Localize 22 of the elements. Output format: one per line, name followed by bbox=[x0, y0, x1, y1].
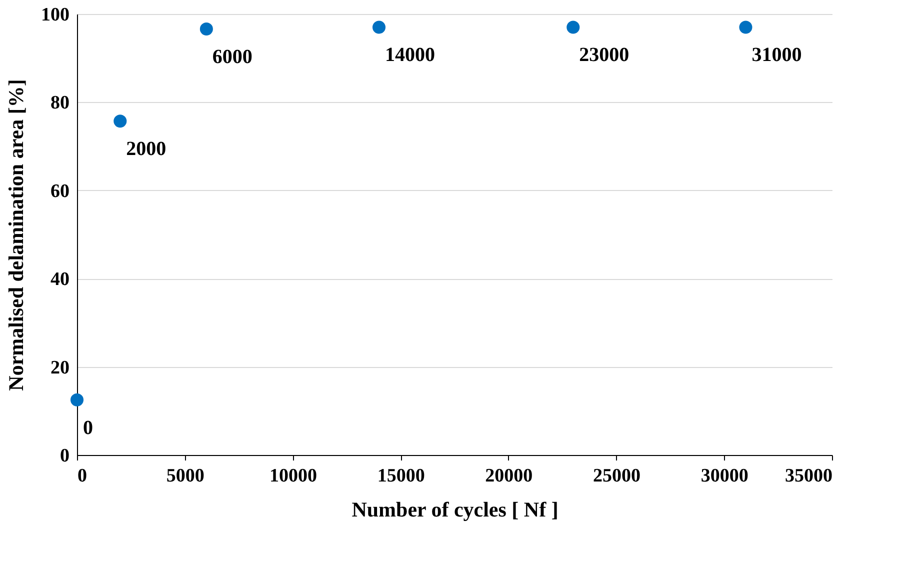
x-axis-title: Number of cycles [ Nf ] bbox=[352, 498, 558, 522]
annotation: 2000 bbox=[126, 138, 166, 160]
y-tick-label: 0 bbox=[60, 446, 70, 466]
annotation: 6000 bbox=[212, 46, 252, 68]
y-tick-label: 100 bbox=[41, 4, 70, 26]
x-tick-label: 0 bbox=[78, 466, 87, 486]
y-tick-label: 40 bbox=[50, 269, 70, 290]
x-tick-label: 25000 bbox=[593, 466, 641, 486]
y-tick-label: 80 bbox=[50, 92, 70, 114]
x-tick-label: 30000 bbox=[700, 466, 748, 486]
annotation: 31000 bbox=[752, 44, 802, 66]
x-tick-label: 20000 bbox=[485, 466, 533, 486]
x-tick-label: 15000 bbox=[377, 466, 425, 486]
y-axis-title: Normalised delamination area [%] bbox=[4, 79, 28, 391]
x-tick-label: 35000 bbox=[785, 466, 832, 486]
y-tick-label: 60 bbox=[50, 180, 70, 202]
annotation: 14000 bbox=[385, 44, 435, 66]
annotation: 0 bbox=[83, 416, 93, 439]
annotation: 23000 bbox=[579, 44, 630, 66]
y-tick-label: 20 bbox=[50, 357, 70, 378]
x-tick-label: 10000 bbox=[269, 466, 317, 486]
x-tick-label: 5000 bbox=[166, 466, 204, 486]
